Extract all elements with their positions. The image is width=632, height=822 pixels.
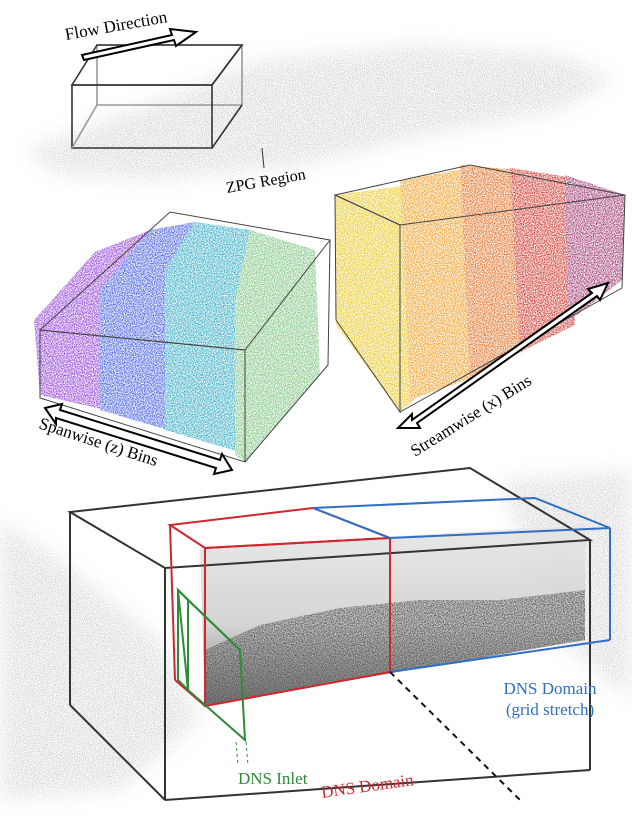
leader [246,742,248,765]
point-cloud [0,520,200,800]
figure: Flow Direction ZPG Region Spanwise (z) B… [0,0,632,817]
leader [236,742,238,765]
page: Flow Direction ZPG Region Spanwise (z) B… [0,0,632,817]
label: (grid stretch) [506,700,594,719]
label: DNS Inlet [238,769,308,788]
label: DNS Domain [320,770,415,802]
point-cloud [25,45,615,180]
label: DNS Domain [503,679,597,698]
